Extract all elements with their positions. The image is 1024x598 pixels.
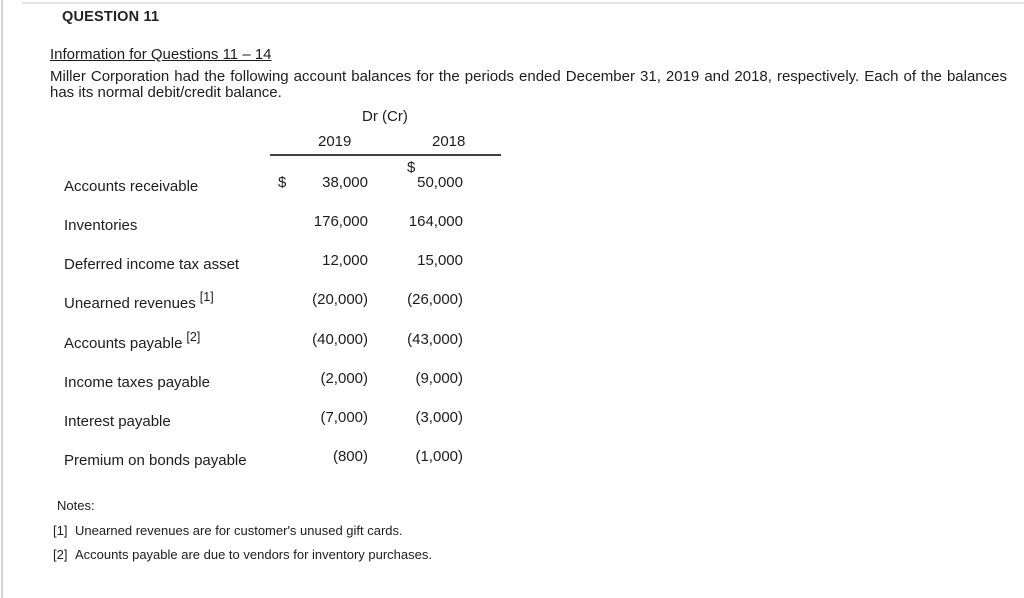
note-item: [1] Unearned revenues are for customer's … [53, 523, 403, 538]
row-label: Income taxes payable [64, 370, 214, 391]
intro-paragraph: Miller Corporation had the following acc… [50, 68, 1007, 101]
value-2019: (7,000) [320, 409, 368, 426]
table-row: Interest payable (7,000) (3,000) [0, 409, 1024, 430]
row-label: Deferred income tax asset [64, 252, 243, 273]
note-marker: [2] [53, 547, 68, 562]
column-header-2019: 2019 [318, 133, 352, 150]
row-label-text: Interest payable [64, 413, 171, 430]
currency-symbol-2019: $ [278, 174, 287, 191]
row-label: Interest payable [64, 409, 175, 430]
page-title: QUESTION 11 [62, 9, 160, 25]
info-heading: Information for Questions 11 – 14 [50, 46, 272, 63]
value-2018: (1,000) [415, 448, 463, 465]
value-2019: 12,000 [322, 252, 368, 269]
footnote-ref: [1] [199, 290, 214, 304]
row-label: Accounts payable [2] [64, 330, 201, 352]
table-header-dr-cr: Dr (Cr) [362, 108, 408, 125]
row-label-text: Inventories [64, 217, 138, 234]
table-row: Unearned revenues [1] (20,000) (26,000) [0, 290, 1024, 312]
currency-symbol-2018: $ [407, 159, 416, 176]
value-2018: (9,000) [415, 370, 463, 387]
value-2019: (800) [332, 448, 368, 465]
header-rule [270, 154, 501, 156]
column-header-2018: 2018 [432, 133, 466, 150]
table-row: Deferred income tax asset 12,000 15,000 [0, 252, 1024, 273]
row-label-text: Accounts payable [64, 335, 183, 352]
value-2019: 176,000 [313, 213, 368, 230]
left-frame-border [1, 0, 3, 598]
top-frame-border [22, 2, 1024, 4]
row-label-text: Unearned revenues [64, 295, 196, 312]
note-marker: [1] [53, 523, 68, 538]
table-row: Accounts payable [2] (40,000) (43,000) [0, 330, 1024, 352]
row-label: Inventories [64, 213, 141, 234]
table-row: Premium on bonds payable (800) (1,000) [0, 448, 1024, 469]
note-text: Accounts payable are due to vendors for … [75, 547, 432, 562]
value-2018: 50,000 [417, 174, 463, 191]
table-row: Inventories 176,000 164,000 [0, 213, 1024, 234]
table-row: Accounts receivable 38,000 50,000 [0, 174, 1024, 195]
row-label: Unearned revenues [1] [64, 290, 214, 312]
value-2019: (2,000) [320, 370, 368, 387]
notes-title: Notes: [57, 498, 95, 513]
value-2018: 164,000 [408, 213, 463, 230]
value-2019: (40,000) [312, 331, 368, 348]
value-2019: (20,000) [312, 291, 368, 308]
value-2018: 15,000 [417, 252, 463, 269]
row-label: Accounts receivable [64, 174, 202, 195]
row-label-text: Premium on bonds payable [64, 452, 247, 469]
value-2018: (43,000) [407, 331, 463, 348]
footnote-ref: [2] [186, 330, 201, 344]
row-label-text: Deferred income tax asset [64, 256, 240, 273]
row-label-text: Accounts receivable [64, 178, 199, 195]
row-label: Premium on bonds payable [64, 448, 251, 469]
note-text: Unearned revenues are for customer's unu… [75, 523, 403, 538]
value-2018: (3,000) [415, 409, 463, 426]
table-row: Income taxes payable (2,000) (9,000) [0, 370, 1024, 391]
value-2019: 38,000 [322, 174, 368, 191]
row-label-text: Income taxes payable [64, 374, 210, 391]
value-2018: (26,000) [407, 291, 463, 308]
note-item: [2] Accounts payable are due to vendors f… [53, 547, 432, 562]
